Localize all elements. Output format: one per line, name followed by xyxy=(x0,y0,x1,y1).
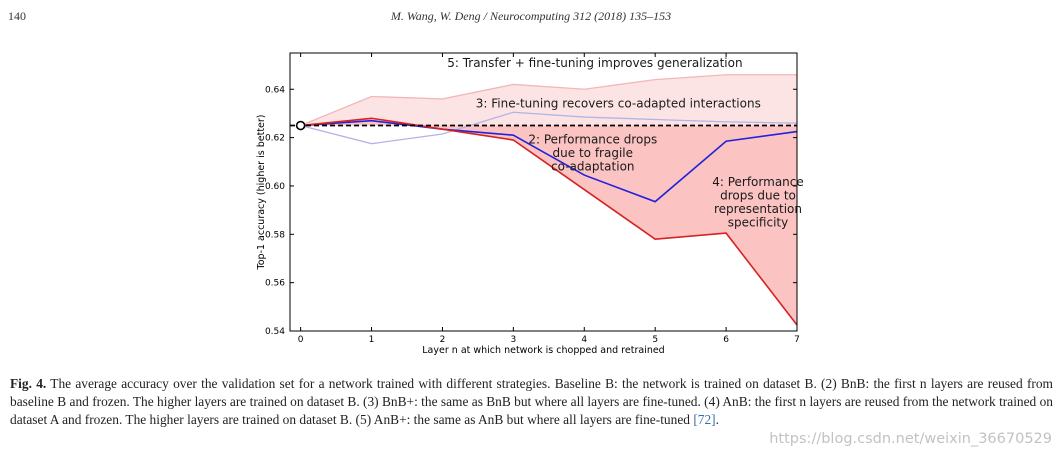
annotation-line: drops due to xyxy=(720,188,796,202)
annotation-2: 2: Performance drops due to fragile co-ada… xyxy=(528,133,657,174)
y-tick-label: 0.60 xyxy=(265,182,285,192)
x-tick-label: 4 xyxy=(581,335,587,345)
caption-label: Fig. 4. xyxy=(10,376,47,391)
x-tick-label: 1 xyxy=(369,335,375,345)
y-tick-label: 0.62 xyxy=(265,134,285,144)
series-3-line xyxy=(300,117,798,326)
caption-end: . xyxy=(715,412,719,427)
annotation-line: co-adaptation xyxy=(551,160,634,174)
running-head: M. Wang, W. Deng / Neurocomputing 312 (2… xyxy=(390,9,672,23)
figure-caption: Fig. 4. The average accuracy over the va… xyxy=(10,375,1053,429)
x-tick-label: 6 xyxy=(723,335,729,345)
annotation-line: 5: Transfer + fine-tuning improves gener… xyxy=(447,56,742,70)
series-3-area xyxy=(300,118,797,325)
annotation-3: 4: Performance drops due to representation… xyxy=(712,175,804,230)
x-axis-label: Layer n at which network is chopped and … xyxy=(422,345,664,356)
baseline-marker xyxy=(295,120,306,131)
annotation-line: 3: Fine-tuning recovers co-adapted inter… xyxy=(476,96,761,110)
y-tick-label: 0.58 xyxy=(265,230,285,240)
caption-text: The average accuracy over the validation… xyxy=(10,376,1053,427)
figure: 0 1 2 3 4 5 6 7 0.54 0.56 0.58 0.60 0.62 0.64 Layer n … xyxy=(244,40,819,360)
x-tick-label: 3 xyxy=(510,335,516,345)
y-tick-label: 0.64 xyxy=(265,85,285,95)
series-2-line xyxy=(300,119,798,203)
accuracy-chart: 0 1 2 3 4 5 6 7 0.54 0.56 0.58 0.60 0.62 0.64 Layer n … xyxy=(256,52,804,356)
annotation-line: 4: Performance xyxy=(712,175,804,189)
annotation-line: 2: Performance drops xyxy=(528,133,657,147)
y-axis-label: Top-1 accuracy (higher is better) xyxy=(256,115,267,271)
annotation-0: 5: Transfer + fine-tuning improves gener… xyxy=(447,56,742,70)
watermark: https://blog.csdn.net/weixin_36670529 xyxy=(769,431,1052,447)
series-1-line xyxy=(300,111,798,145)
x-tick-label: 0 xyxy=(298,335,304,345)
x-tick-label: 5 xyxy=(652,335,658,345)
page-number: 140 xyxy=(8,9,26,23)
y-tick-label: 0.54 xyxy=(265,327,285,337)
series-0-line xyxy=(300,74,797,127)
annotation-line: specificity xyxy=(728,215,788,229)
annotation-line: representation xyxy=(714,202,802,216)
annotation-line: due to fragile xyxy=(553,146,633,160)
series-0-area xyxy=(300,74,797,126)
x-tick-label: 7 xyxy=(794,335,800,345)
plot-frame xyxy=(289,52,798,332)
x-tick-label: 2 xyxy=(440,335,446,345)
annotation-1: 3: Fine-tuning recovers co-adapted inter… xyxy=(476,96,761,110)
caption-reference-link[interactable]: [72] xyxy=(693,412,716,427)
y-tick-label: 0.56 xyxy=(265,279,285,289)
